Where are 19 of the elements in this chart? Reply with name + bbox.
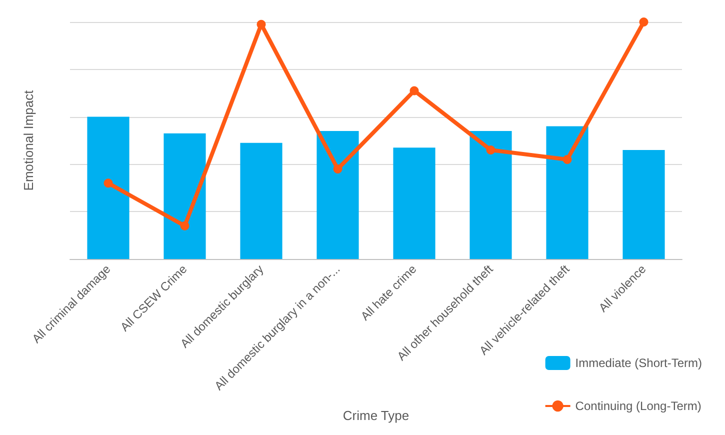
bar [470,131,512,259]
bar [164,133,206,259]
x-axis-title: Crime Type [342,408,410,423]
point [486,145,496,154]
y-axis-title: Emotional Impact [21,90,36,191]
bar [240,142,282,259]
point [410,86,419,96]
legend-label: Immediate (Short-Term) [575,356,702,370]
bar [87,116,130,259]
bar [622,150,665,259]
bar [393,148,436,259]
point [104,178,113,188]
point [562,154,572,164]
bar [546,126,588,259]
point [180,221,190,230]
point [639,18,648,26]
legend-label: Continuing (Long-Term) [575,399,702,413]
point [333,164,342,174]
bar [316,131,359,259]
